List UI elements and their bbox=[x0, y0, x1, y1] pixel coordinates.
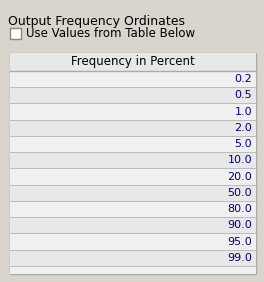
Text: 90.0: 90.0 bbox=[227, 220, 252, 230]
Bar bbox=[10, 53, 256, 274]
Bar bbox=[10, 266, 256, 274]
Text: 20.0: 20.0 bbox=[227, 171, 252, 182]
Text: Frequency in Percent: Frequency in Percent bbox=[71, 56, 195, 69]
Text: 50.0: 50.0 bbox=[227, 188, 252, 198]
Bar bbox=[10, 71, 256, 87]
Bar bbox=[10, 201, 256, 217]
Bar bbox=[10, 120, 256, 136]
Bar bbox=[10, 250, 256, 266]
Text: 99.0: 99.0 bbox=[227, 253, 252, 263]
Text: 80.0: 80.0 bbox=[227, 204, 252, 214]
Text: 0.2: 0.2 bbox=[234, 74, 252, 84]
Bar bbox=[10, 136, 256, 152]
Bar bbox=[10, 28, 21, 39]
Bar bbox=[10, 103, 256, 120]
Text: Output Frequency Ordinates: Output Frequency Ordinates bbox=[8, 15, 185, 28]
Bar bbox=[10, 233, 256, 250]
Bar bbox=[10, 185, 256, 201]
Text: 95.0: 95.0 bbox=[227, 237, 252, 246]
Bar bbox=[10, 168, 256, 185]
Text: Use Values from Table Below: Use Values from Table Below bbox=[26, 27, 195, 40]
Text: 0.5: 0.5 bbox=[234, 90, 252, 100]
Text: 10.0: 10.0 bbox=[227, 155, 252, 165]
Bar bbox=[10, 87, 256, 103]
Bar bbox=[10, 217, 256, 233]
Text: 2.0: 2.0 bbox=[234, 123, 252, 133]
Bar bbox=[10, 152, 256, 168]
Bar bbox=[10, 53, 256, 71]
Text: 5.0: 5.0 bbox=[234, 139, 252, 149]
Text: 1.0: 1.0 bbox=[234, 107, 252, 116]
